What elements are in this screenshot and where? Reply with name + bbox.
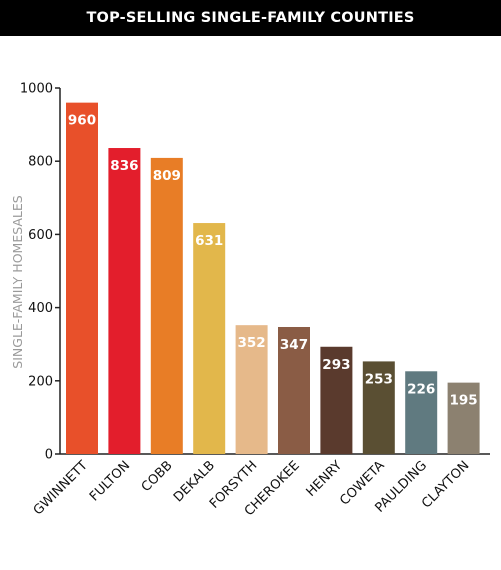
bar-gwinnett bbox=[66, 102, 98, 454]
bar-value-label: 293 bbox=[322, 357, 350, 373]
chart-title: TOP-SELLING SINGLE-FAMILY COUNTIES bbox=[0, 0, 501, 36]
bar-value-label: 809 bbox=[153, 168, 181, 184]
y-axis-label: SINGLE-FAMILY HOMESALES bbox=[10, 195, 25, 369]
y-tick-label: 200 bbox=[28, 374, 53, 389]
bar-forsyth bbox=[235, 325, 268, 454]
bar-value-label: 253 bbox=[365, 371, 393, 387]
bar-henry bbox=[320, 346, 353, 454]
bar-value-label: 195 bbox=[450, 393, 478, 409]
y-tick-label: 400 bbox=[28, 301, 53, 316]
x-category-label: GWINNETT bbox=[31, 458, 91, 518]
y-tick-label: 1000 bbox=[20, 82, 53, 97]
bar-clayton bbox=[447, 382, 480, 454]
bar-value-label: 960 bbox=[68, 113, 96, 129]
bar-value-label: 631 bbox=[195, 233, 223, 249]
bar-fulton bbox=[108, 148, 141, 455]
bar-cobb bbox=[150, 157, 183, 454]
bar-value-label: 347 bbox=[280, 337, 308, 353]
x-category-label: HENRY bbox=[304, 458, 346, 500]
y-tick-label: 800 bbox=[28, 155, 53, 170]
y-tick-label: 600 bbox=[28, 228, 53, 243]
y-tick-label: 0 bbox=[45, 448, 53, 463]
x-category-label: FULTON bbox=[87, 458, 133, 504]
x-category-label: COBB bbox=[139, 458, 176, 495]
bar-coweta bbox=[362, 361, 395, 454]
bar-value-label: 226 bbox=[407, 381, 435, 397]
bar-value-label: 352 bbox=[238, 335, 266, 351]
bar-value-label: 836 bbox=[110, 158, 138, 174]
bar-dekalb bbox=[193, 223, 226, 454]
bar-paulding bbox=[405, 371, 438, 454]
bar-cherokee bbox=[278, 326, 310, 454]
